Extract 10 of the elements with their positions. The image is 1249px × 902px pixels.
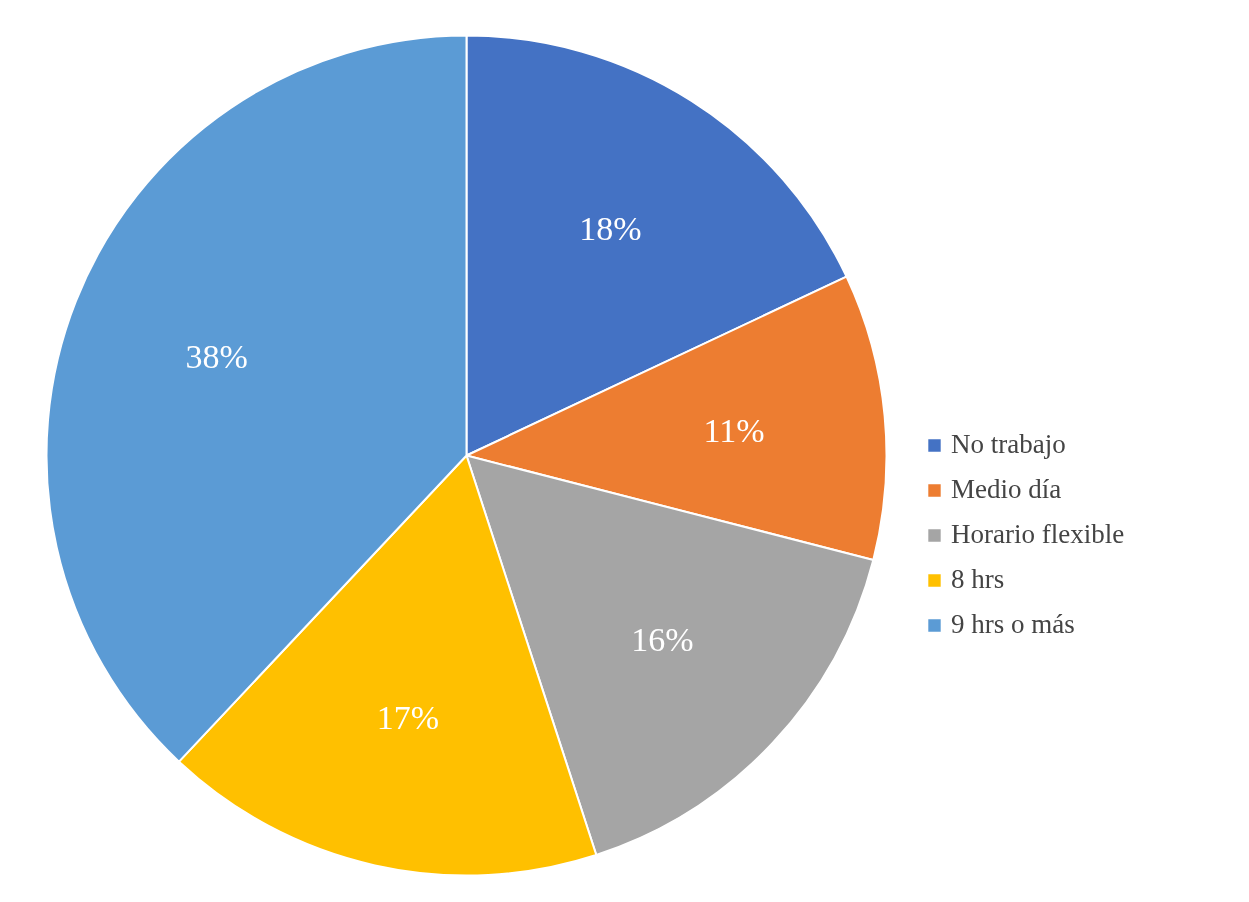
data-label: 16% [631,621,694,659]
legend-label: 8 hrs [951,564,1005,595]
data-label: 18% [579,210,642,248]
legend-label: Horario flexible [951,519,1125,550]
legend-label: 9 hrs o más [951,609,1075,640]
legend-label: Medio día [951,474,1062,505]
data-label: 11% [703,411,765,449]
data-label: 38% [185,338,248,376]
legend-label: No trabajo [951,429,1066,460]
data-label: 17% [376,699,440,737]
